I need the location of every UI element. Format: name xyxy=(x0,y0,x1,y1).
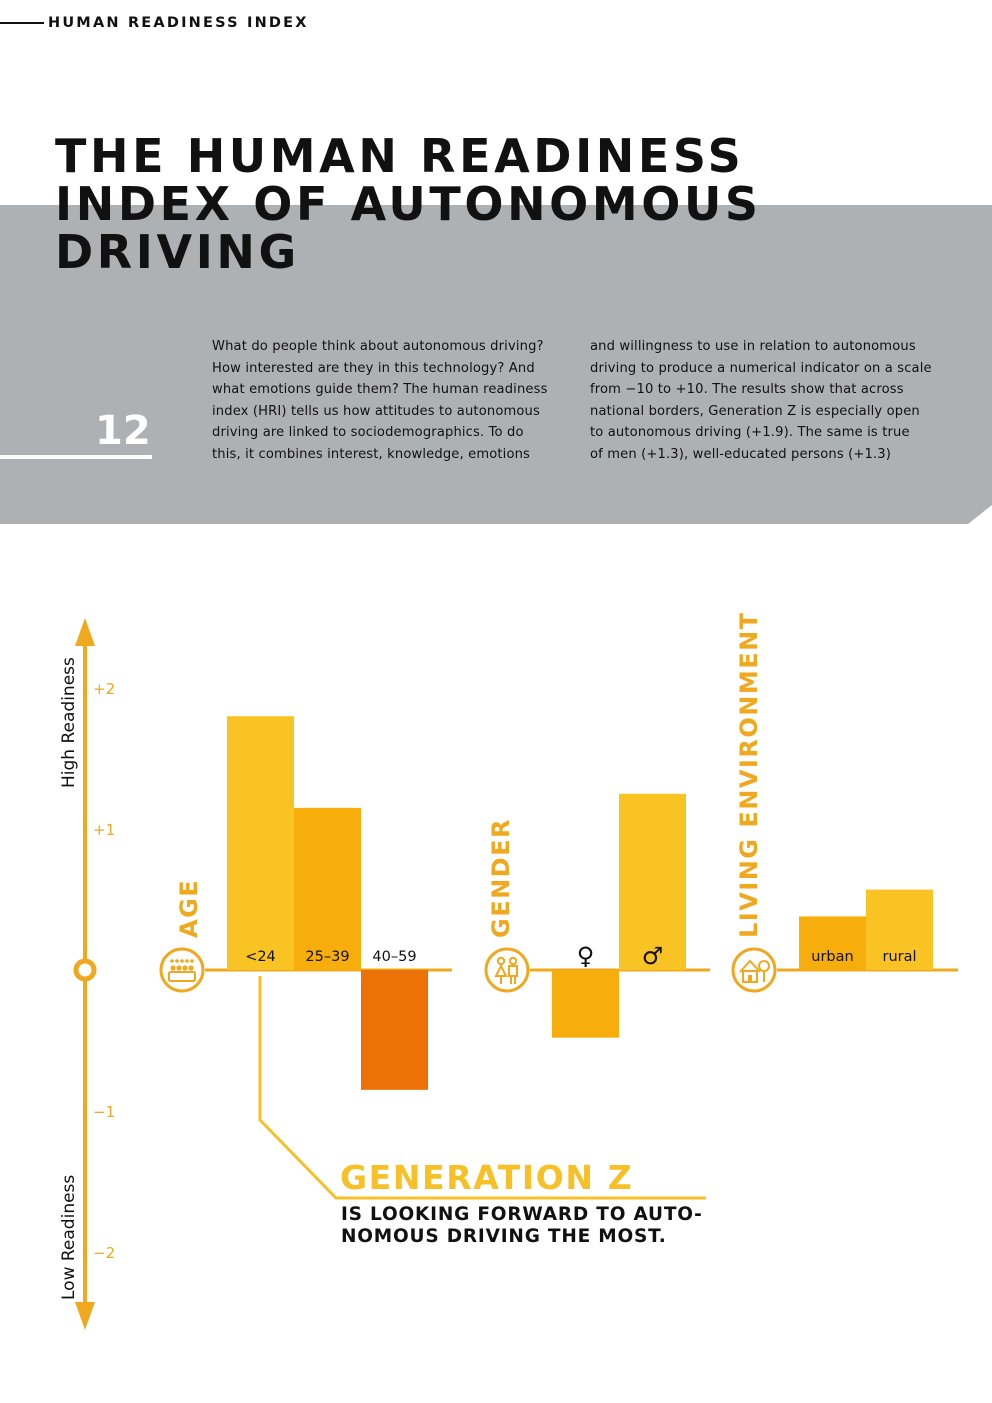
bar xyxy=(227,716,294,970)
y-tick-label: −2 xyxy=(93,1244,115,1262)
bar-label: urban xyxy=(811,949,853,965)
bar-label: 40–59 xyxy=(372,949,416,965)
intro-column-1: What do people think about autonomous dr… xyxy=(212,339,548,462)
bar-label: <24 xyxy=(245,949,276,965)
bar-label: 25–39 xyxy=(305,949,349,965)
group-title: LIVING ENVIRONMENT xyxy=(735,611,763,938)
bar xyxy=(552,970,619,1038)
bar xyxy=(361,970,428,1090)
page-title: THE HUMAN READINESS INDEX OF AUTONOMOUS … xyxy=(55,129,762,279)
running-header: HUMAN READINESS INDEX xyxy=(48,15,309,31)
people-group-icon xyxy=(159,947,205,993)
couple-icon xyxy=(484,947,530,993)
header-rule xyxy=(0,22,44,24)
y-tick-label: +1 xyxy=(93,821,115,839)
high-readiness-label: High Readiness xyxy=(59,657,79,788)
bar xyxy=(294,807,361,970)
bar-label: ♀ xyxy=(577,942,595,970)
callout-body: IS LOOKING FORWARD TO AUTO- NOMOUS DRIVI… xyxy=(341,1204,703,1247)
group-title: GENDER xyxy=(487,818,515,938)
callout-heading: GENERATION Z xyxy=(340,1158,634,1197)
bar-label: ♂ xyxy=(642,942,664,970)
bar xyxy=(799,916,866,970)
bars xyxy=(227,716,933,1090)
group-title: AGE xyxy=(175,879,203,938)
y-tick-label: +2 xyxy=(93,680,115,698)
y-axis-up-arrow xyxy=(75,618,95,646)
house-icon xyxy=(731,947,777,993)
zero-marker xyxy=(73,958,97,982)
category-labels: <24 25–39 40–59 AGE ♀ ♂ GENDER urban rural LIVING… xyxy=(175,611,917,970)
grey-band xyxy=(0,205,992,524)
page-number: 12 xyxy=(95,408,151,454)
bar xyxy=(866,889,933,970)
y-axis-down-arrow xyxy=(75,1302,95,1330)
page-number-rule xyxy=(0,455,152,459)
y-tick-label: −1 xyxy=(93,1103,115,1121)
low-readiness-label: Low Readiness xyxy=(59,1175,79,1300)
callout-leader-line xyxy=(258,976,706,1200)
intro-column-2: and willingness to use in relation to au… xyxy=(590,339,932,462)
bar-label: rural xyxy=(882,949,916,965)
bar xyxy=(619,793,686,970)
group-icons xyxy=(159,947,777,993)
